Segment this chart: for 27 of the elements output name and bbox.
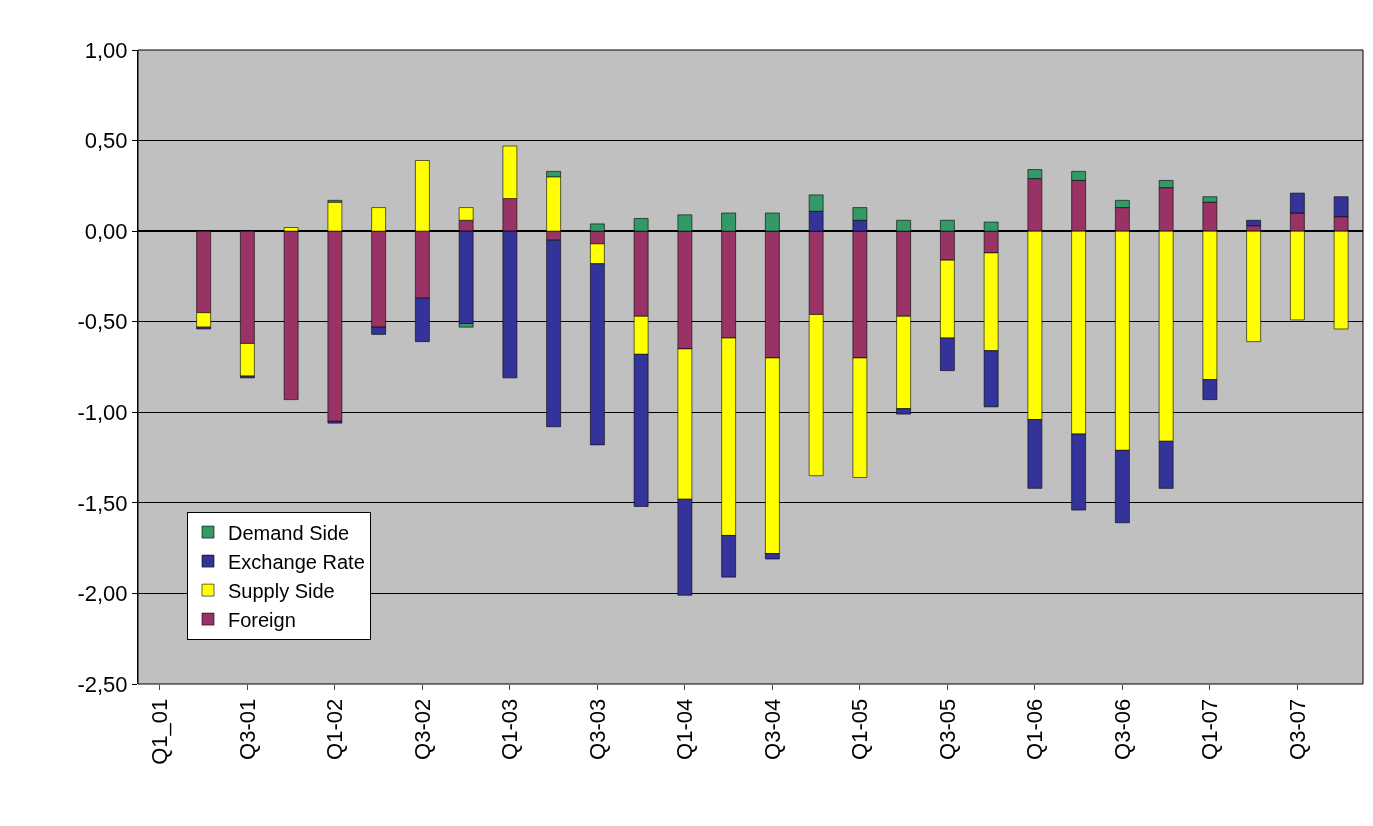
y-tick-label: 1,00	[84, 37, 128, 63]
y-tick-label: -0,50	[77, 309, 128, 335]
x-tick-label: Q1_01	[147, 698, 173, 765]
x-tick-label: Q3-03	[584, 698, 610, 760]
x-tick-label: Q1-03	[497, 698, 523, 760]
x-tick-label: Q3-06	[1109, 698, 1135, 760]
y-tick-label: 0,50	[84, 128, 128, 154]
y-tick-label: -2,50	[77, 671, 128, 697]
x-tick-label: Q3-04	[759, 698, 785, 760]
legend-label: Supply Side	[228, 579, 335, 602]
y-tick-label: 0,00	[84, 218, 128, 244]
x-tick-label: Q1-05	[847, 698, 873, 760]
x-tick-label: Q1-07	[1197, 698, 1223, 760]
x-tick-label: Q3-02	[409, 698, 435, 760]
x-tick-label: Q3-01	[234, 698, 260, 760]
y-tick-label: -1,50	[77, 490, 128, 516]
x-tick-label: Q1-02	[322, 698, 348, 760]
bar	[1246, 219, 1261, 227]
y-tick-label: -1,00	[77, 399, 128, 425]
legend-label: Foreign	[228, 608, 296, 631]
legend-label: Demand Side	[228, 521, 350, 544]
legend-label: Exchange Rate	[228, 550, 365, 573]
x-tick-label: Q3-07	[1284, 698, 1310, 760]
x-tick-label: Q3-05	[934, 698, 960, 760]
x-tick-label: Q1-04	[672, 698, 698, 760]
x-tick-label: Q1-06	[1022, 698, 1048, 760]
y-tick-label: -2,00	[77, 581, 128, 607]
